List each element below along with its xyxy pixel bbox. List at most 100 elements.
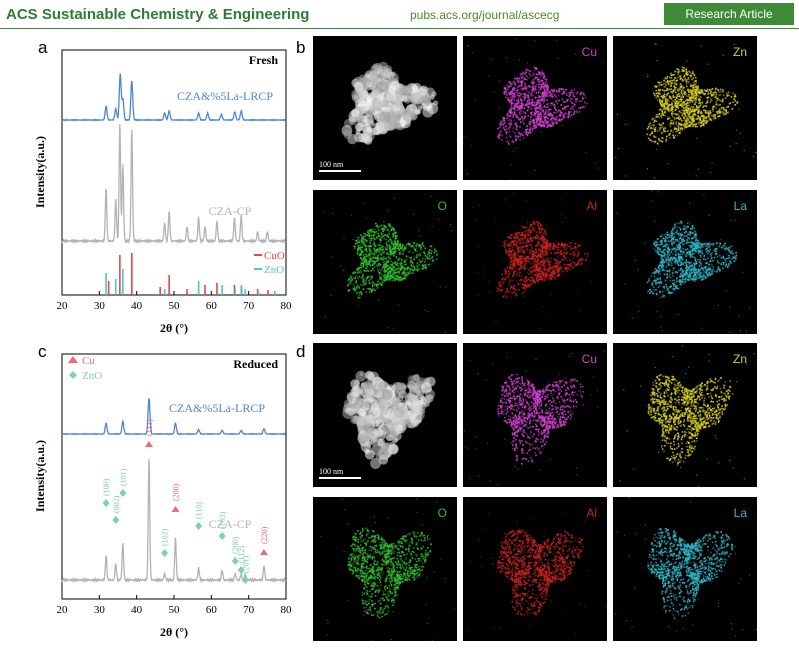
eds-map-cu: Cu [463, 343, 607, 487]
x-tick-label: 20 [57, 300, 69, 312]
eds-element-label: La [733, 199, 747, 213]
legend-label-zno: ZnO [82, 370, 102, 382]
legend-marker-zno [69, 371, 77, 379]
legend-label-cuo: CuO [264, 250, 285, 262]
marker-zno [241, 576, 249, 584]
eds-map-al: Al [463, 190, 607, 334]
peak-label: (111) [145, 419, 154, 436]
x-tick-label: 80 [281, 300, 293, 312]
peak-label: (200) [171, 483, 180, 501]
x-axis-label: 2θ (°) [160, 321, 188, 335]
scale-bar: 100 nm [319, 160, 361, 172]
x-tick-label: 30 [94, 604, 106, 616]
eds-element-label: O [437, 506, 447, 520]
article-type-badge: Research Article [664, 3, 794, 25]
legend-label-zno: ZnO [264, 264, 284, 276]
legend-marker-cu [68, 356, 78, 363]
x-tick-label: 30 [94, 300, 106, 312]
series-line-cp [61, 459, 287, 584]
series-line-lrcp [61, 73, 287, 122]
y-axis-label: Intensity(a.u.) [33, 440, 47, 512]
legend-label-cu: Cu [82, 355, 95, 367]
eds-element-label: Al [586, 506, 597, 520]
trace-label-lrcp: CZA&%5La-LRCP [169, 401, 265, 415]
marker-zno [195, 522, 203, 530]
y-axis-label: Intensity(a.u.) [33, 136, 47, 208]
eds-map-al: Al [463, 497, 607, 641]
peak-label: (112) [237, 546, 246, 563]
condition-label: Reduced [233, 357, 278, 371]
marker-zno [161, 549, 169, 557]
scale-bar-label: 100 nm [319, 467, 344, 476]
marker-cu [259, 549, 268, 555]
eds-map-cu: Cu [463, 36, 607, 180]
x-tick-label: 80 [281, 604, 293, 616]
scale-bar-label: 100 nm [319, 160, 344, 169]
x-tick-label: 40 [131, 604, 143, 616]
panel-letter-c: c [38, 342, 47, 361]
peak-label: (103) [218, 511, 227, 529]
eds-map-o: O [313, 190, 457, 334]
marker-zno [231, 557, 239, 565]
trace-label-cp: CZA-CP [209, 204, 252, 218]
marker-zno [102, 499, 110, 507]
marker-zno [112, 516, 120, 524]
header-rule [0, 28, 799, 29]
x-tick-label: 60 [206, 300, 218, 312]
series-line-lrcp [61, 398, 286, 436]
peak-label: (220) [260, 526, 269, 544]
trace-label-lrcp: CZA&%5La-LRCP [177, 89, 273, 103]
series-line-cp [61, 123, 287, 245]
eds-element-label: O [437, 199, 447, 213]
panel-letter-b: b [296, 38, 306, 57]
traces [61, 73, 287, 245]
x-axis-label: 2θ (°) [160, 625, 188, 639]
eds-element-label: Zn [732, 45, 747, 59]
marker-zno [119, 489, 127, 497]
peak-label: (101) [119, 468, 128, 486]
eds-element-label: Cu [581, 352, 597, 366]
eds-element-label: Al [586, 199, 597, 213]
x-ticks: 20 30 40 50 60 70 80 [57, 595, 293, 616]
peak-label: (200) [231, 536, 240, 554]
eds-element-label: Cu [581, 45, 597, 59]
x-tick-label: 70 [243, 604, 255, 616]
eds-map-la: La [613, 497, 757, 641]
scale-bar-line [319, 170, 361, 172]
peak-annotations: (100)(002) (101) (111) (102) (200) (110) (103)… [102, 419, 269, 584]
peak-label: (100) [102, 478, 111, 496]
marker-zno [237, 566, 245, 574]
panel-letter-a: a [38, 38, 48, 57]
haadf-image: 100 nm [313, 36, 457, 180]
eds-element-label: Zn [732, 352, 747, 366]
journal-url[interactable]: pubs.acs.org/journal/ascecg [410, 8, 560, 22]
trace-label-cp: CZA-CP [209, 517, 252, 531]
eds-map-o: O [313, 497, 457, 641]
eds-map-zn: Zn [613, 36, 757, 180]
haadf-image: 100 nm [313, 343, 457, 487]
x-tick-label: 20 [57, 604, 69, 616]
scale-bar-line [319, 477, 361, 479]
reference-bars [105, 253, 276, 295]
marker-cu [171, 506, 180, 512]
marker-zno [218, 532, 226, 540]
x-ticks: 20 30 40 50 60 70 80 [57, 291, 293, 312]
panel-letter-d: d [296, 342, 306, 361]
plot-frame [61, 49, 287, 296]
peak-label: (110) [195, 502, 204, 519]
eds-map-la: La [613, 190, 757, 334]
peak-label: (002) [112, 495, 121, 513]
scale-bar: 100 nm [319, 467, 361, 479]
x-tick-label: 60 [206, 604, 218, 616]
eds-map-zn: Zn [613, 343, 757, 487]
x-tick-label: 50 [169, 300, 181, 312]
x-tick-label: 70 [243, 300, 255, 312]
xrd-chart-reduced: Reduced Cu ZnO CZA&%5La-LRCP CZA-CP 20 30… [33, 353, 293, 639]
x-tick-label: 40 [131, 300, 143, 312]
marker-cu [144, 441, 153, 447]
condition-label: Fresh [249, 53, 278, 67]
peak-label: (201) [241, 555, 250, 573]
peak-label: (102) [161, 528, 170, 546]
eds-element-label: La [733, 506, 747, 520]
x-tick-label: 50 [169, 604, 181, 616]
